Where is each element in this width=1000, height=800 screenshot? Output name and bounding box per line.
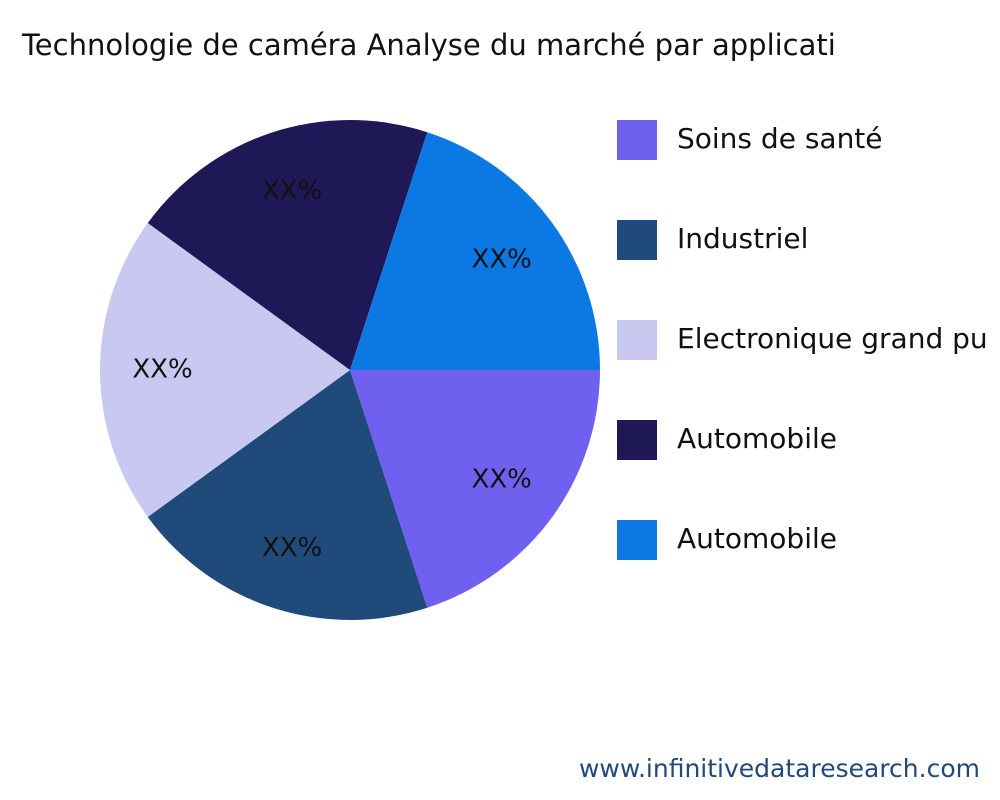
legend-swatch xyxy=(617,220,657,260)
slice-label: XX% xyxy=(262,533,322,563)
chart-title: Technologie de caméra Analyse du marché … xyxy=(21,28,836,62)
pie-slice xyxy=(147,370,428,620)
slice-label: XX% xyxy=(472,244,532,274)
legend-swatch xyxy=(617,520,657,560)
watermark: www.infinitivedataresearch.com xyxy=(579,754,980,783)
slice-label: XX% xyxy=(472,465,532,495)
pie-slice xyxy=(100,223,350,517)
legend-label: Automobile xyxy=(677,422,837,455)
legend-swatch xyxy=(617,120,657,160)
pie-slice xyxy=(350,132,600,370)
slice-label: XX% xyxy=(262,176,322,206)
pie-slice xyxy=(350,370,600,608)
slice-label: XX% xyxy=(132,355,192,385)
legend-label: Automobile xyxy=(677,522,837,555)
legend-swatch xyxy=(617,320,657,360)
legend-swatch xyxy=(617,420,657,460)
legend-label: Electronique grand pu xyxy=(677,322,988,355)
pie-slice xyxy=(147,120,428,370)
legend-label: Industriel xyxy=(677,222,808,255)
legend-label: Soins de santé xyxy=(677,122,883,155)
